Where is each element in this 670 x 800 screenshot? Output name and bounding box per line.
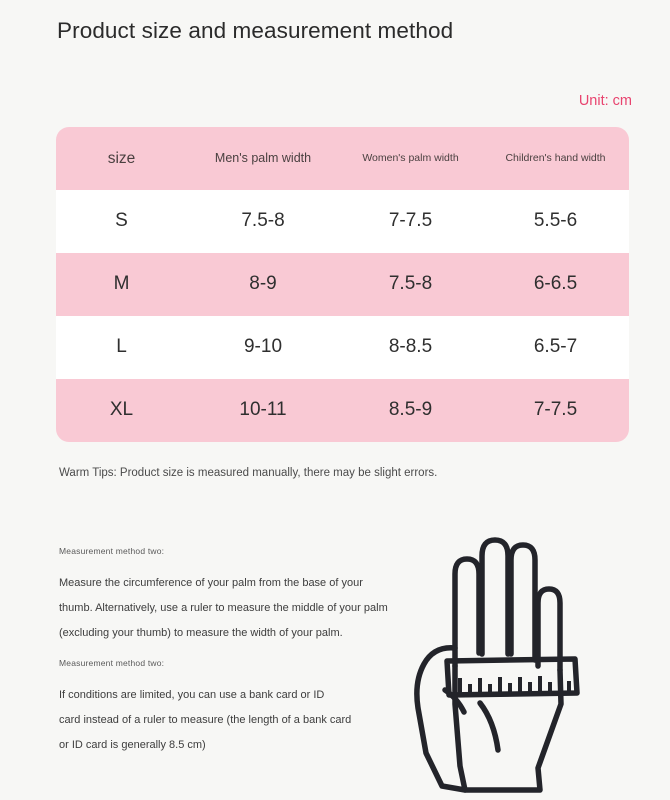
table-row: M 8-9 7.5-8 6-6.5 [56,253,629,316]
cell-mens: 9-10 [243,336,283,358]
table-header-row: size Men's palm width Women's palm width… [56,127,629,190]
index-finger-outline [452,556,482,669]
method-line: (excluding your thumb) to measure the wi… [59,627,343,639]
cell-size: M [113,273,130,295]
method-line: If conditions are limited, you can use a… [59,689,325,701]
thumb-outline [414,645,468,793]
column-header-womens: Women's palm width [362,151,459,164]
method-line: or ID card is generally 8.5 cm) [59,739,206,751]
method-heading: Measurement method two: [59,546,165,556]
cell-womens: 8-8.5 [388,336,433,358]
table-row: L 9-10 8-8.5 6.5-7 [56,316,629,379]
cell-childrens: 5.5-6 [533,210,578,232]
method-line: card instead of a ruler to measure (the … [59,714,352,726]
palm-crease [477,700,501,753]
cell-size: XL [109,399,134,421]
measurement-method-block-2: Measurement method two: If conditions ar… [59,658,359,758]
unit-label: Unit: cm [578,93,632,109]
cell-mens: 8-9 [249,273,277,295]
cell-womens: 7-7.5 [388,210,433,232]
measurement-method-block-1: Measurement method two: Measure the circ… [59,546,388,646]
cell-size: L [116,336,127,358]
ruler-tick-marks [458,676,571,694]
method-heading: Measurement method two: [59,658,165,668]
warm-tips-note: Warm Tips: Product size is measured manu… [59,467,438,479]
ruler-outline [444,656,580,698]
size-chart-table: size Men's palm width Women's palm width… [56,127,629,442]
column-header-size: size [107,149,136,167]
hand-diagram-svg [414,537,580,793]
cell-womens: 7.5-8 [388,273,433,295]
method-line: thumb. Alternatively, use a ruler to mea… [59,602,388,614]
middle-finger-outline [479,537,511,657]
cell-childrens: 6-6.5 [533,273,578,295]
column-header-childrens: Children's hand width [505,151,606,164]
cell-size: S [115,210,128,232]
table-row: S 7.5-8 7-7.5 5.5-6 [56,190,629,253]
table-row: XL 10-11 8.5-9 7-7.5 [56,379,629,442]
method-line: Measure the circumference of your palm f… [59,577,363,589]
page-title: Product size and measurement method [57,18,454,43]
little-finger-outline [535,586,563,673]
cell-mens: 7.5-8 [241,210,285,232]
cell-childrens: 7-7.5 [533,399,578,421]
ring-finger-outline [508,542,538,663]
column-header-mens: Men's palm width [214,150,312,165]
hand-with-ruler-illustration [412,518,662,800]
cell-mens: 10-11 [239,399,287,421]
cell-womens: 8.5-9 [388,399,433,421]
palm-outline [452,663,564,793]
cell-childrens: 6.5-7 [533,336,578,358]
